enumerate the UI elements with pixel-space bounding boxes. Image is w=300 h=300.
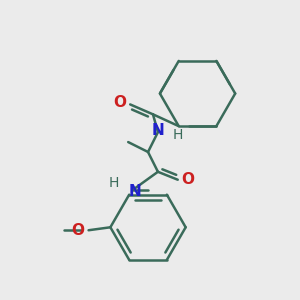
Text: N: N xyxy=(152,123,164,138)
Text: O: O xyxy=(182,172,195,187)
Text: O: O xyxy=(72,223,85,238)
Text: N: N xyxy=(129,184,142,199)
Text: H: H xyxy=(172,128,183,142)
Text: H: H xyxy=(108,176,118,190)
Text: O: O xyxy=(113,95,126,110)
